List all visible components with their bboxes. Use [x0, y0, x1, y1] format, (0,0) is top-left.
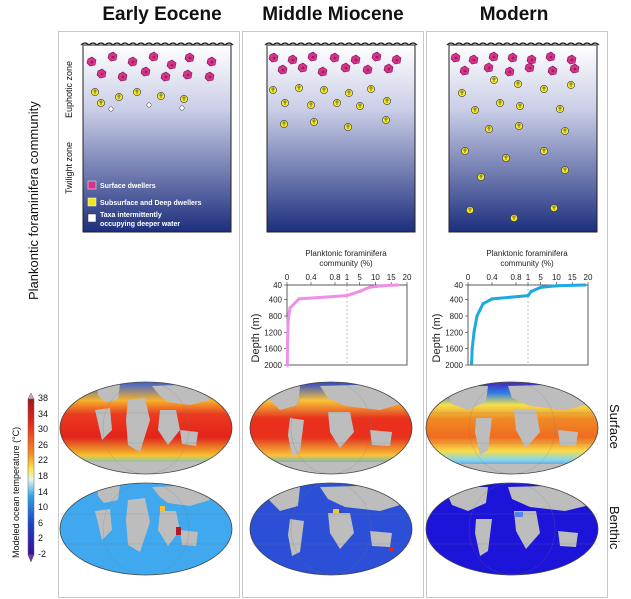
- colorbar-tick-label: 38: [38, 393, 49, 403]
- y-tick-label: 1200: [264, 328, 282, 337]
- legend-subsurface-label: Subsurface and Deep dwellers: [100, 200, 202, 207]
- legend-taxa-label-2: occupying deeper water: [100, 221, 180, 228]
- legend-taxa-label-1: Taxa intermittently: [100, 212, 162, 219]
- x-tick-label: 10: [552, 273, 561, 282]
- chart-ylabel: Depth (m): [431, 314, 443, 363]
- map-benthic-modern: [426, 483, 598, 575]
- y-tick-label: 1600: [445, 345, 463, 354]
- map-benthic-early-eocene: [60, 483, 232, 575]
- y-tick-label: 800: [269, 312, 283, 321]
- x-tick-label: 0.8: [329, 273, 341, 282]
- community-profile-point: [475, 314, 479, 318]
- ocean-panel-modern: [446, 42, 600, 233]
- x-tick-label: 1: [526, 273, 531, 282]
- y-tick-label: 800: [450, 312, 464, 321]
- colorbar-ticks: 38 34 30 26 22 18 14 10 6 2 -2: [38, 393, 58, 559]
- community-profile-point: [472, 330, 476, 334]
- x-tick-label: 0.8: [510, 273, 522, 282]
- colorbar-tick-label: 30: [38, 424, 49, 435]
- community-profile-point: [288, 306, 292, 310]
- community-profile-point: [470, 361, 474, 365]
- colorbar-tick-label: -2: [38, 549, 47, 559]
- map-benthic-middle-miocene: [250, 483, 412, 575]
- column-panel-early-eocene: [58, 31, 240, 598]
- x-tick-label: 0.4: [486, 273, 498, 282]
- chart-title-line2: community (%): [319, 259, 373, 268]
- community-profile-point: [297, 297, 301, 301]
- community-profile-point: [554, 284, 559, 288]
- map-graticules: [60, 381, 598, 576]
- y-tick-label: 400: [450, 296, 464, 305]
- x-tick-label: 0: [285, 273, 290, 282]
- x-tick-label: 0.4: [305, 273, 317, 282]
- colorbar-tick-label: 14: [38, 486, 49, 497]
- y-tick-label: 400: [269, 296, 283, 305]
- ocean-panel-early-eocene: Surface dwellers Subsurface and Deep dwe…: [80, 42, 234, 233]
- map-surface-modern: [426, 382, 598, 474]
- x-tick-label: 15: [387, 273, 396, 282]
- colorbar-tick-label: 34: [38, 408, 49, 419]
- community-profile-point: [286, 318, 290, 322]
- colorbar-tick-label: 2: [38, 533, 44, 544]
- column-title-middle-miocene: Middle Miocene: [262, 4, 404, 25]
- ocean-panel-middle-miocene: [264, 42, 418, 233]
- y-tick-label: 2000: [445, 361, 463, 370]
- community-profile-point: [367, 285, 371, 290]
- community-profile-point: [529, 289, 533, 294]
- y-tick-label: 2000: [264, 361, 282, 370]
- temperature-colorbar: [27, 393, 35, 563]
- community-profile-point: [358, 289, 362, 294]
- chart-title-line2: community (%): [500, 259, 554, 268]
- x-tick-label: 20: [403, 273, 412, 282]
- column-title-modern: Modern: [479, 4, 549, 25]
- community-profile-line: [285, 283, 398, 366]
- map-surface-early-eocene: [60, 382, 232, 474]
- x-tick-label: 10: [371, 273, 380, 282]
- column-title-early-eocene: Early Eocene: [102, 4, 222, 25]
- map-surface-middle-miocene: [250, 382, 412, 474]
- x-tick-label: 20: [584, 273, 593, 282]
- colorbar-tick-label: 10: [38, 502, 49, 513]
- colorbar-tick-label: 26: [38, 439, 49, 450]
- community-profile-point: [286, 338, 290, 343]
- depth-profile-chart-miocene: Planktonic foraminifera community (%) De…: [250, 249, 412, 370]
- community-profile-point: [526, 294, 530, 298]
- community-profile-point: [583, 283, 587, 287]
- colorbar-tick-label: 6: [38, 517, 44, 528]
- x-tick-label: 5: [357, 273, 362, 282]
- chart-ylabel: Depth (m): [250, 314, 262, 363]
- column-panel-middle-miocene: [242, 31, 424, 598]
- chart-title-line1: Planktonic foraminifera: [305, 249, 387, 258]
- y-tick-label: 40: [454, 281, 463, 290]
- community-profile-point: [345, 294, 349, 298]
- community-profile-point: [395, 283, 400, 287]
- x-tick-label: 15: [568, 273, 577, 282]
- community-profile-point: [285, 363, 289, 367]
- depth-profile-chart-modern: Planktonic foraminifera community (%) De…: [431, 249, 593, 370]
- x-tick-label: 1: [345, 273, 350, 282]
- legend-surface-label: Surface dwellers: [100, 183, 156, 190]
- colorbar-tick-label: 22: [38, 455, 49, 466]
- y-tick-label: 1200: [445, 328, 463, 337]
- colorbar-tick-label: 18: [38, 471, 49, 481]
- column-panel-modern: [426, 31, 608, 598]
- chart-title-line1: Planktonic foraminifera: [486, 249, 568, 258]
- x-tick-label: 5: [538, 273, 543, 282]
- community-profile-point: [380, 284, 384, 288]
- y-tick-label: 40: [273, 281, 282, 290]
- row-label-surface: Surface: [607, 404, 622, 449]
- community-profile-point: [470, 347, 474, 351]
- community-profile-point: [539, 285, 543, 290]
- y-tick-label: 1600: [264, 345, 282, 354]
- community-profile-point: [481, 302, 485, 306]
- x-tick-label: 0: [466, 273, 471, 282]
- community-profile-point: [490, 297, 494, 301]
- row-label-benthic: Benthic: [607, 506, 622, 550]
